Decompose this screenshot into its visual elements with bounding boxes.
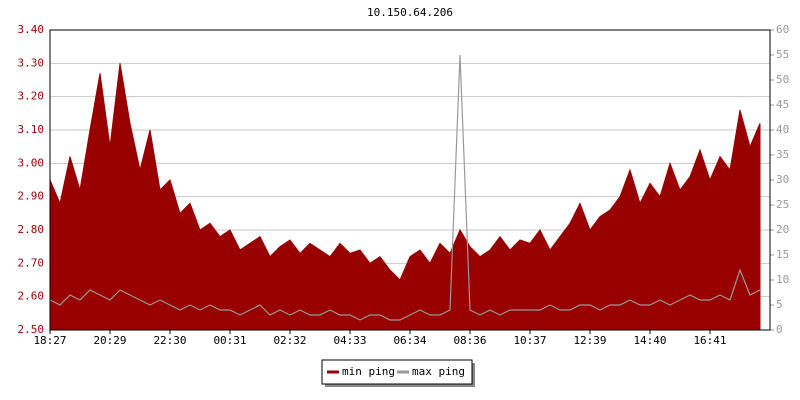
- x-tick-label: 22:30: [153, 334, 186, 347]
- x-tick-label: 18:27: [33, 334, 66, 347]
- y2-tick-label: 0: [776, 323, 783, 336]
- y2-tick-label: 10: [776, 273, 789, 286]
- y-tick-label: 2.70: [18, 256, 45, 269]
- x-tick-label: 06:34: [393, 334, 426, 347]
- y2-tick-label: 55: [776, 48, 789, 61]
- x-tick-label: 16:41: [693, 334, 726, 347]
- y2-tick-label: 40: [776, 123, 789, 136]
- y2-tick-label: 20: [776, 223, 789, 236]
- y-tick-label: 3.20: [18, 90, 45, 103]
- legend-label: min ping: [342, 365, 395, 378]
- y-tick-label: 3.30: [18, 56, 45, 69]
- y2-tick-label: 25: [776, 198, 789, 211]
- x-tick-label: 04:33: [333, 334, 366, 347]
- y-tick-label: 2.90: [18, 190, 45, 203]
- line: [49, 54, 761, 321]
- y2-tick-label: 15: [776, 248, 789, 261]
- legend-label: max ping: [412, 365, 465, 378]
- x-tick-label: 08:36: [453, 334, 486, 347]
- y-tick-label: 2.60: [18, 290, 45, 303]
- y2-tick-label: 5: [776, 298, 783, 311]
- y-tick-label: 3.10: [18, 123, 45, 136]
- x-tick-label: 00:31: [213, 334, 246, 347]
- x-tick-label: 10:37: [513, 334, 546, 347]
- y-tick-label: 3.40: [18, 23, 45, 36]
- x-tick-label: 02:32: [273, 334, 306, 347]
- y-tick-label: 3.00: [18, 156, 45, 169]
- area: [49, 63, 761, 331]
- y-tick-label: 2.50: [18, 323, 45, 336]
- x-tick-label: 20:29: [93, 334, 126, 347]
- x-tick-label: 14:40: [633, 334, 666, 347]
- y2-tick-label: 45: [776, 98, 789, 111]
- x-tick-label: 12:39: [573, 334, 606, 347]
- y2-tick-label: 35: [776, 148, 789, 161]
- y2-tick-label: 50: [776, 73, 789, 86]
- y2-tick-label: 60: [776, 23, 789, 36]
- chart-title: 10.150.64.206: [367, 6, 453, 19]
- y-tick-label: 2.80: [18, 223, 45, 236]
- y2-tick-label: 30: [776, 173, 789, 186]
